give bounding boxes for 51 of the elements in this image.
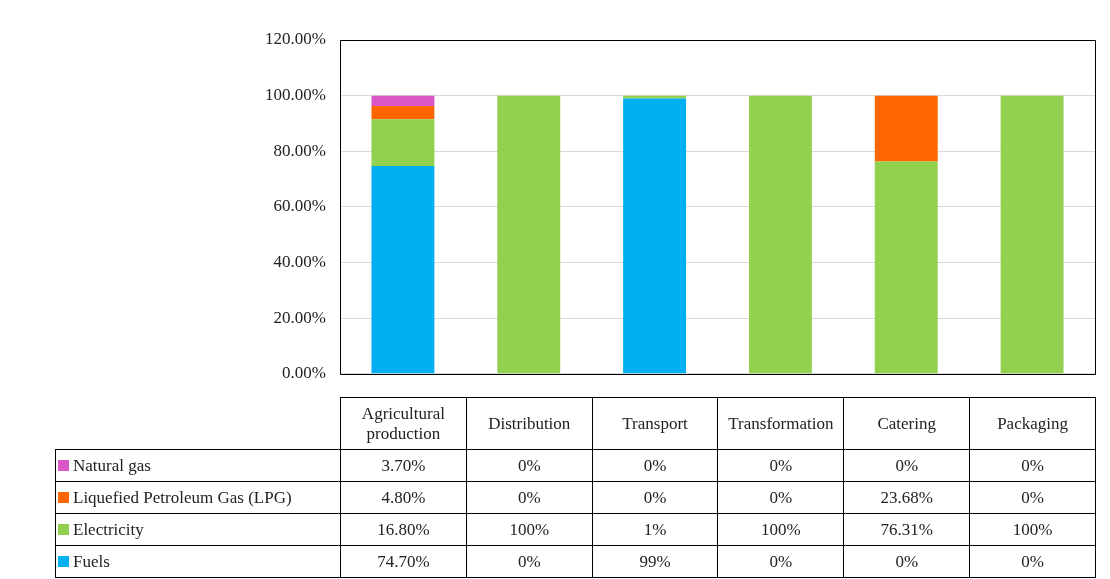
bar	[371, 166, 435, 374]
bar	[1000, 95, 1064, 374]
bar	[371, 95, 435, 106]
bar	[623, 98, 687, 374]
data-label: 100%	[969, 513, 1096, 546]
data-label: 0%	[466, 449, 593, 482]
data-label: 0%	[592, 481, 718, 514]
data-label: 99%	[592, 545, 718, 578]
data-label: 16.80%	[340, 513, 467, 546]
x-tick-label: Distribution	[466, 397, 593, 450]
data-label: 100%	[466, 513, 593, 546]
data-label: 0%	[969, 481, 1096, 514]
data-label: 100%	[717, 513, 844, 546]
bar	[874, 161, 938, 374]
data-label: 0%	[717, 545, 844, 578]
data-label: 0%	[466, 481, 593, 514]
data-label: 23.68%	[843, 481, 970, 514]
data-label: 76.31%	[843, 513, 970, 546]
y-tick-label: 80.00%	[273, 140, 326, 160]
x-tick-label: Transport	[592, 397, 718, 450]
data-label: 0%	[717, 481, 844, 514]
data-label: 0%	[592, 449, 718, 482]
legend-label: Liquefied Petroleum Gas (LPG)	[55, 481, 341, 514]
y-tick-label: 0.00%	[282, 363, 326, 383]
data-label: 0%	[843, 545, 970, 578]
bar	[371, 105, 435, 120]
data-label: 0%	[717, 449, 844, 482]
y-tick-label: 40.00%	[273, 252, 326, 271]
data-label: 0%	[843, 449, 970, 482]
legend-label: Electricity	[55, 513, 341, 546]
legend-label: Natural gas	[55, 449, 341, 482]
x-tick-label: Transformation	[717, 397, 844, 450]
bar	[874, 95, 938, 162]
y-tick-label: 100.00%	[265, 85, 326, 105]
x-tick-label: Packaging	[969, 397, 1096, 450]
x-tick-label: Agricultural production	[340, 397, 467, 450]
y-tick-label: 20.00%	[273, 307, 326, 327]
bar	[371, 119, 435, 167]
data-label: 0%	[969, 545, 1096, 578]
legend-label: Fuels	[55, 545, 341, 578]
y-tick-label: 60.00%	[273, 196, 326, 216]
x-tick-label: Catering	[843, 397, 970, 450]
data-label: 1%	[592, 513, 718, 546]
data-label: 0%	[466, 545, 593, 578]
data-label: 0%	[969, 449, 1096, 482]
data-label: 4.80%	[340, 481, 467, 514]
bar	[497, 95, 561, 374]
data-label: 3.70%	[340, 449, 467, 482]
data-label: 74.70%	[340, 545, 467, 578]
bar	[748, 95, 812, 374]
y-tick-label: 120.00%	[265, 29, 326, 49]
